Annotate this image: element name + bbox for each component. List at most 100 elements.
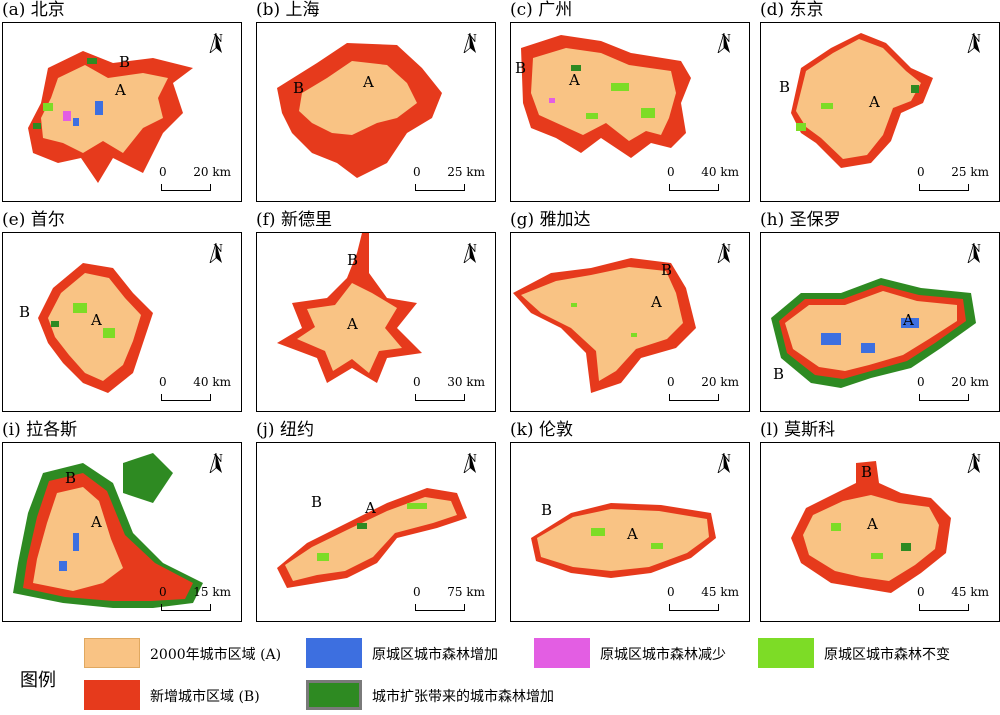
urban-2000-area [785, 291, 957, 371]
label-b: B [119, 53, 131, 71]
panel-title: (b) 上海 [256, 0, 320, 20]
label-a: A [363, 73, 374, 91]
label-b: B [293, 79, 305, 97]
legend-swatch [84, 680, 140, 710]
map-frame: A B N 0 25 km [256, 22, 496, 202]
urban-2000-area [299, 61, 417, 135]
legend-swatch [306, 638, 362, 668]
label-a: A [365, 499, 376, 517]
scale-bar: 0 40 km [159, 375, 231, 403]
panel-title: (c) 广州 [510, 0, 573, 20]
panel-title: (h) 圣保罗 [760, 210, 841, 230]
north-arrow-icon: N [209, 33, 227, 53]
forest-patches [821, 318, 919, 353]
urban-2000-area [297, 283, 402, 373]
scale-bar: 0 45 km [917, 585, 989, 613]
forest-patches [831, 523, 911, 559]
label-a: A [569, 71, 580, 89]
legend-label: 城市扩张带来的城市森林增加 [372, 689, 554, 705]
forest-patches [571, 303, 637, 337]
label-a: A [91, 311, 102, 329]
urban-2000-area [537, 509, 709, 571]
label-b: B [65, 469, 77, 487]
label-b: B [779, 78, 791, 96]
north-arrow-icon: N [463, 33, 481, 53]
forest-patches [591, 528, 663, 549]
scale-bar: 0 40 km [667, 165, 739, 193]
city-map [531, 503, 716, 578]
map-frame: A B N 0 75 km [256, 442, 496, 622]
scale-bar: 0 20 km [159, 165, 231, 193]
map-frame: A B N 0 15 km [2, 442, 242, 622]
label-b: B [347, 251, 359, 269]
map-frame: A B N 0 20 km [2, 22, 242, 202]
north-arrow-icon: N [717, 453, 735, 473]
city-map [791, 33, 933, 168]
panel-title: (k) 伦敦 [510, 420, 573, 440]
label-a: A [347, 315, 358, 333]
north-arrow-icon: N [463, 243, 481, 263]
urban-2000-area [796, 39, 921, 159]
label-a: A [91, 513, 102, 531]
north-arrow-icon: N [967, 243, 985, 263]
label-a: A [867, 515, 878, 533]
map-frame: A B N 0 25 km [760, 22, 1000, 202]
city-map [513, 258, 696, 393]
north-arrow-icon: N [967, 453, 985, 473]
city-map [791, 461, 951, 593]
legend-label: 原城区城市森林增加 [372, 647, 498, 663]
map-frame: A B N 0 40 km [2, 232, 242, 412]
forest-patches [796, 85, 919, 131]
map-frame: A B N 0 20 km [760, 232, 1000, 412]
legend-label: 新增城市区域 (B) [150, 689, 260, 705]
urban-2000-area [531, 48, 676, 141]
legend-swatch [306, 680, 362, 710]
panel-title: (g) 雅加达 [510, 210, 591, 230]
scale-bar: 0 75 km [413, 585, 485, 613]
scale-bar: 0 20 km [917, 375, 989, 403]
urban-2000-area [803, 495, 939, 581]
city-map [277, 488, 467, 588]
legend-swatch [84, 638, 140, 668]
map-frame: A B N 0 45 km [760, 442, 1000, 622]
legend-label: 原城区城市森林不变 [824, 647, 950, 663]
panel-title: (l) 莫斯科 [760, 420, 836, 440]
panel-title: (d) 东京 [760, 0, 824, 20]
city-map [771, 278, 976, 388]
label-b: B [541, 501, 553, 519]
label-a: A [651, 293, 662, 311]
label-b: B [311, 493, 323, 511]
label-b: B [861, 463, 873, 481]
north-arrow-icon: N [209, 243, 227, 263]
north-arrow-icon: N [717, 33, 735, 53]
panel-title: (f) 新德里 [256, 210, 332, 230]
scale-bar: 0 25 km [413, 165, 485, 193]
panel-title: (a) 北京 [2, 0, 65, 20]
label-a: A [627, 525, 638, 543]
label-b: B [19, 303, 31, 321]
legend-label: 2000年城市区域 (A) [150, 647, 282, 663]
legend-swatch [758, 638, 814, 668]
scale-bar: 0 45 km [667, 585, 739, 613]
panel-title: (i) 拉各斯 [2, 420, 78, 440]
city-map [13, 453, 203, 608]
map-frame: A B N 0 40 km [510, 22, 750, 202]
panel-title: (j) 纽约 [256, 420, 314, 440]
panel-title: (e) 首尔 [2, 210, 65, 230]
north-arrow-icon: N [209, 453, 227, 473]
label-a: A [115, 81, 126, 99]
urban-2000-area [48, 273, 141, 381]
label-b: B [515, 59, 527, 77]
scale-bar: 0 20 km [667, 375, 739, 403]
urban-2000-area [521, 267, 683, 381]
city-map [521, 35, 691, 158]
label-b: B [773, 365, 785, 383]
north-arrow-icon: N [463, 453, 481, 473]
forest-patches [33, 58, 103, 129]
city-map [28, 51, 193, 183]
scale-bar: 0 25 km [917, 165, 989, 193]
map-frame: A B N 0 20 km [510, 232, 750, 412]
north-arrow-icon: N [967, 33, 985, 53]
city-map [277, 233, 422, 383]
label-a: A [869, 93, 880, 111]
